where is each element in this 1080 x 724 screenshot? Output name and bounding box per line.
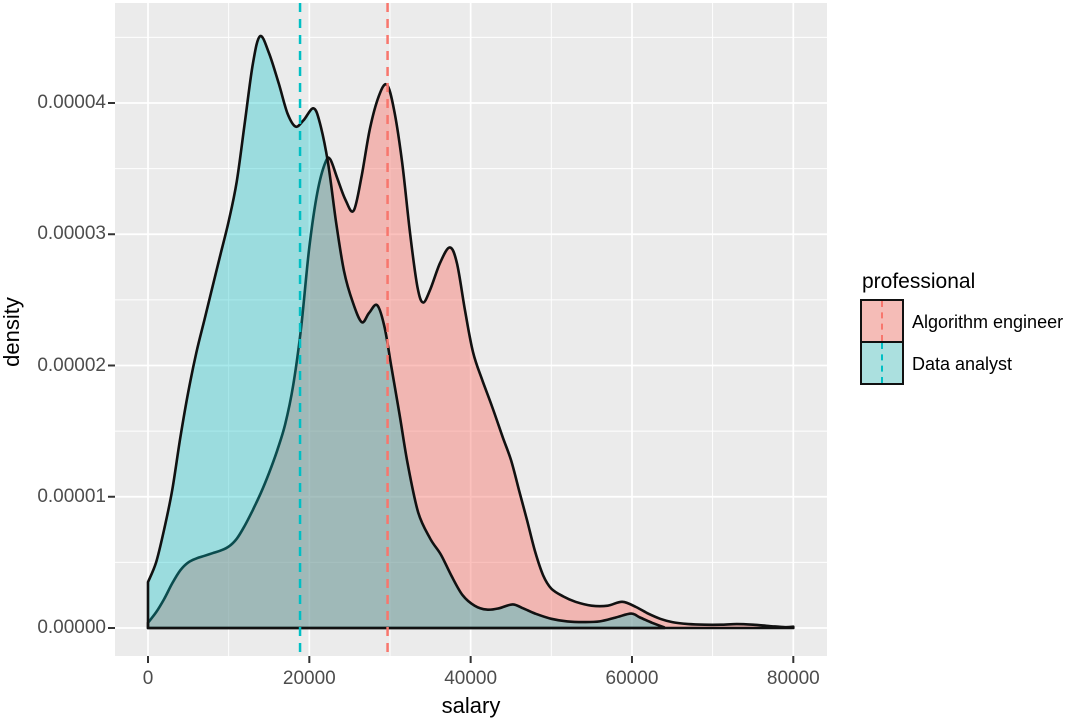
legend-title: professional [862, 270, 976, 293]
x-tick-label: 80000 [766, 668, 820, 689]
x-tick-label: 40000 [444, 668, 498, 689]
legend-item-algorithm-engineer: Algorithm engineer [860, 299, 1064, 343]
x-tick-label: 60000 [605, 668, 659, 689]
y-tick-label: 0.00004 [37, 92, 106, 113]
y-tick-label: 0.00000 [37, 617, 106, 638]
y-tick-label: 0.00001 [37, 485, 106, 507]
teal-dashed-line-icon [881, 343, 883, 383]
x-tick-label: 0 [142, 668, 154, 689]
x-tick-label: 20000 [282, 668, 336, 689]
legend-item-data-analyst: Data analyst [860, 341, 1063, 385]
y-tick-label: 0.00002 [37, 354, 106, 376]
legend-key-algorithm-engineer-swatch [860, 299, 904, 343]
density-area-data-analyst [146, 34, 666, 630]
x-axis-title: salary [441, 693, 501, 718]
y-axis-title: density [0, 297, 24, 367]
red-dashed-line-icon [881, 301, 883, 341]
density-area-algorithm-engineer [146, 82, 795, 630]
legend-item-label: Data analyst [912, 353, 1013, 374]
legend-item-label: Algorithm engineer [912, 311, 1064, 332]
legend: professional Algorithm engineer Data ana… [860, 270, 1063, 385]
y-tick-label: 0.00003 [37, 223, 106, 245]
legend-key-data-analyst-swatch [860, 341, 904, 385]
